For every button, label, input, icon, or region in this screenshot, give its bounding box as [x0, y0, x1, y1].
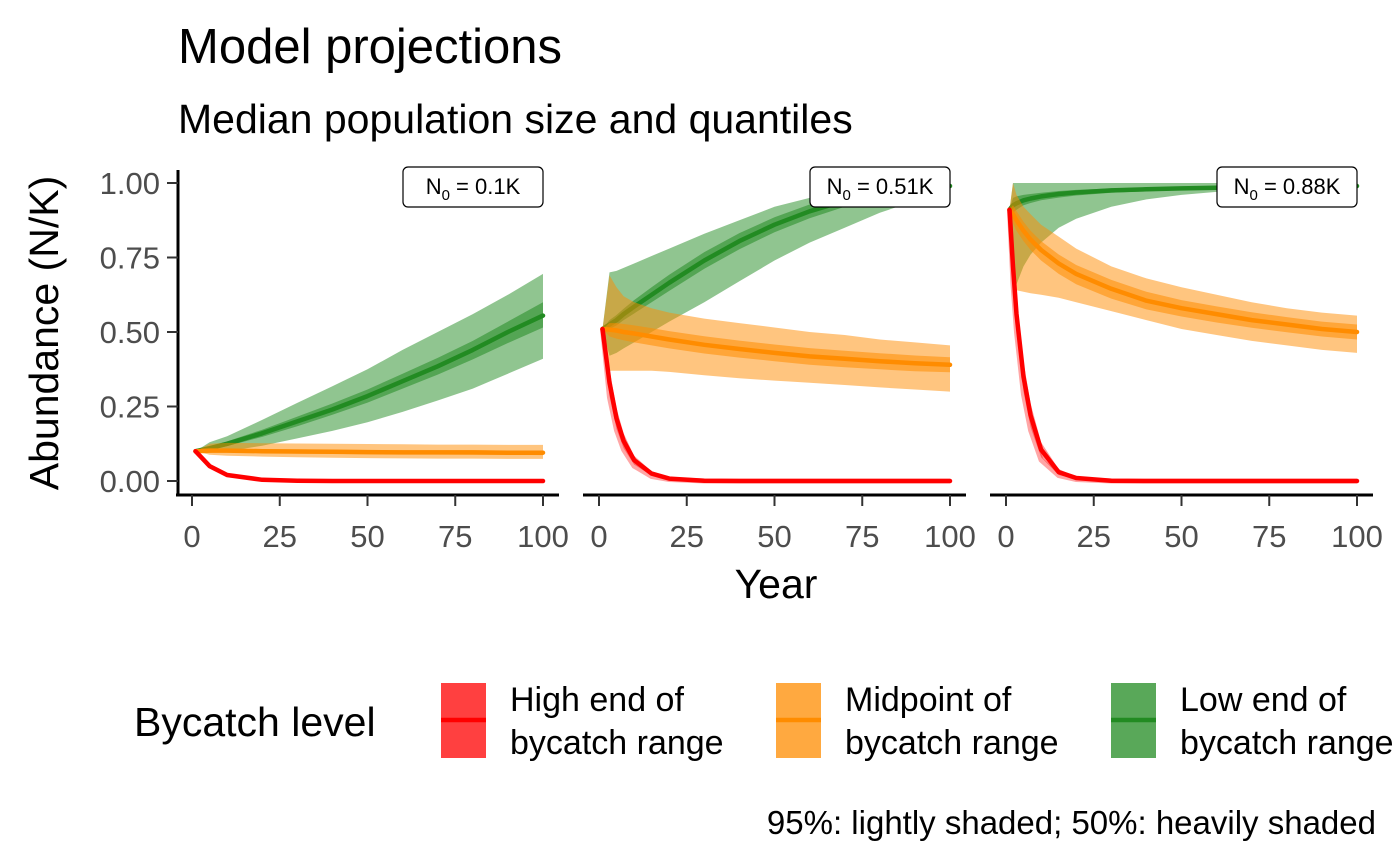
panel-3: 0 25 50 75 100 N0 = 0.88K — [990, 166, 1383, 554]
x-tick-label-p3: 50 — [1164, 519, 1198, 554]
y-axis: 0.00 0.25 0.50 0.75 1.00 — [100, 166, 180, 499]
strip-label-p1: N0 = 0.1K — [402, 166, 544, 208]
panel-1: 0 25 50 75 100 N0 = 0.1K — [176, 166, 569, 554]
legend-label-line1-2: Midpoint of — [845, 681, 1012, 719]
legend-label-line2-3: bycatch range — [1180, 724, 1394, 762]
y-tick-label: 0.75 — [100, 241, 160, 276]
x-tick-label-p2: 100 — [924, 519, 976, 554]
y-tick-label: 0.00 — [100, 464, 160, 499]
band95-s3-p3 — [1009, 183, 1357, 297]
y-axis-label: Abundance (N/K) — [21, 176, 67, 491]
x-tick-label-p2: 25 — [670, 519, 704, 554]
legend-entry-1: High end of bycatch range — [441, 681, 724, 762]
x-tick-label-p3: 0 — [997, 519, 1014, 554]
panel-2: 0 25 50 75 100 N0 = 0.51K — [583, 166, 976, 554]
strip-label-p2: N0 = 0.51K — [809, 166, 951, 208]
svg-text:N0 = 0.88K: N0 = 0.88K — [1234, 174, 1341, 204]
x-tick-label-p2: 50 — [757, 519, 791, 554]
median-line-s1-p3 — [1007, 207, 1360, 484]
legend-title: Bycatch level — [134, 699, 376, 745]
legend-label-line1-3: Low end of — [1180, 681, 1347, 719]
legend-entry-3: Low end of bycatch range — [1111, 681, 1394, 762]
strip-label-p3: N0 = 0.88K — [1216, 166, 1358, 208]
band95-s3-p1 — [195, 273, 543, 453]
median-line-s2-p2 — [600, 326, 953, 368]
x-tick-label-p1: 25 — [263, 519, 297, 554]
band95-s2-p3 — [1009, 183, 1357, 353]
band50-s2-p3 — [1009, 205, 1357, 340]
legend-label-line2-1: bycatch range — [510, 724, 724, 762]
legend-entry-2: Midpoint of bycatch range — [776, 681, 1059, 762]
x-tick-label-p3: 100 — [1331, 519, 1383, 554]
chart-title: Model projections — [178, 20, 562, 74]
x-tick-label-p3: 25 — [1077, 519, 1111, 554]
chart-subtitle: Median population size and quantiles — [178, 96, 853, 142]
x-tick-label-p1: 100 — [517, 519, 569, 554]
median-line-s1-p1 — [193, 448, 546, 484]
x-tick-label-p2: 0 — [590, 519, 607, 554]
x-tick-label-p3: 75 — [1252, 519, 1286, 554]
caption: 95%: lightly shaded; 50%: heavily shaded — [767, 804, 1376, 841]
x-tick-label-p1: 0 — [183, 519, 200, 554]
x-tick-label-p2: 75 — [845, 519, 879, 554]
x-tick-label-p1: 50 — [350, 519, 384, 554]
y-tick-label: 0.50 — [100, 315, 160, 350]
y-tick-label: 0.25 — [100, 390, 160, 425]
x-axis-label: Year — [735, 561, 818, 607]
median-line-s2-p1 — [193, 448, 546, 455]
legend-label-line2-2: bycatch range — [845, 724, 1059, 762]
legend-label-line1-1: High end of — [510, 681, 684, 719]
y-tick-label: 1.00 — [100, 166, 160, 201]
svg-text:N0 = 0.51K: N0 = 0.51K — [827, 174, 934, 204]
x-tick-label-p1: 75 — [438, 519, 472, 554]
median-line-s1-p2 — [600, 326, 953, 484]
svg-text:N0 = 0.1K: N0 = 0.1K — [426, 174, 521, 204]
band95-s1-p2 — [602, 329, 950, 481]
median-line-s2-p3 — [1007, 207, 1360, 335]
